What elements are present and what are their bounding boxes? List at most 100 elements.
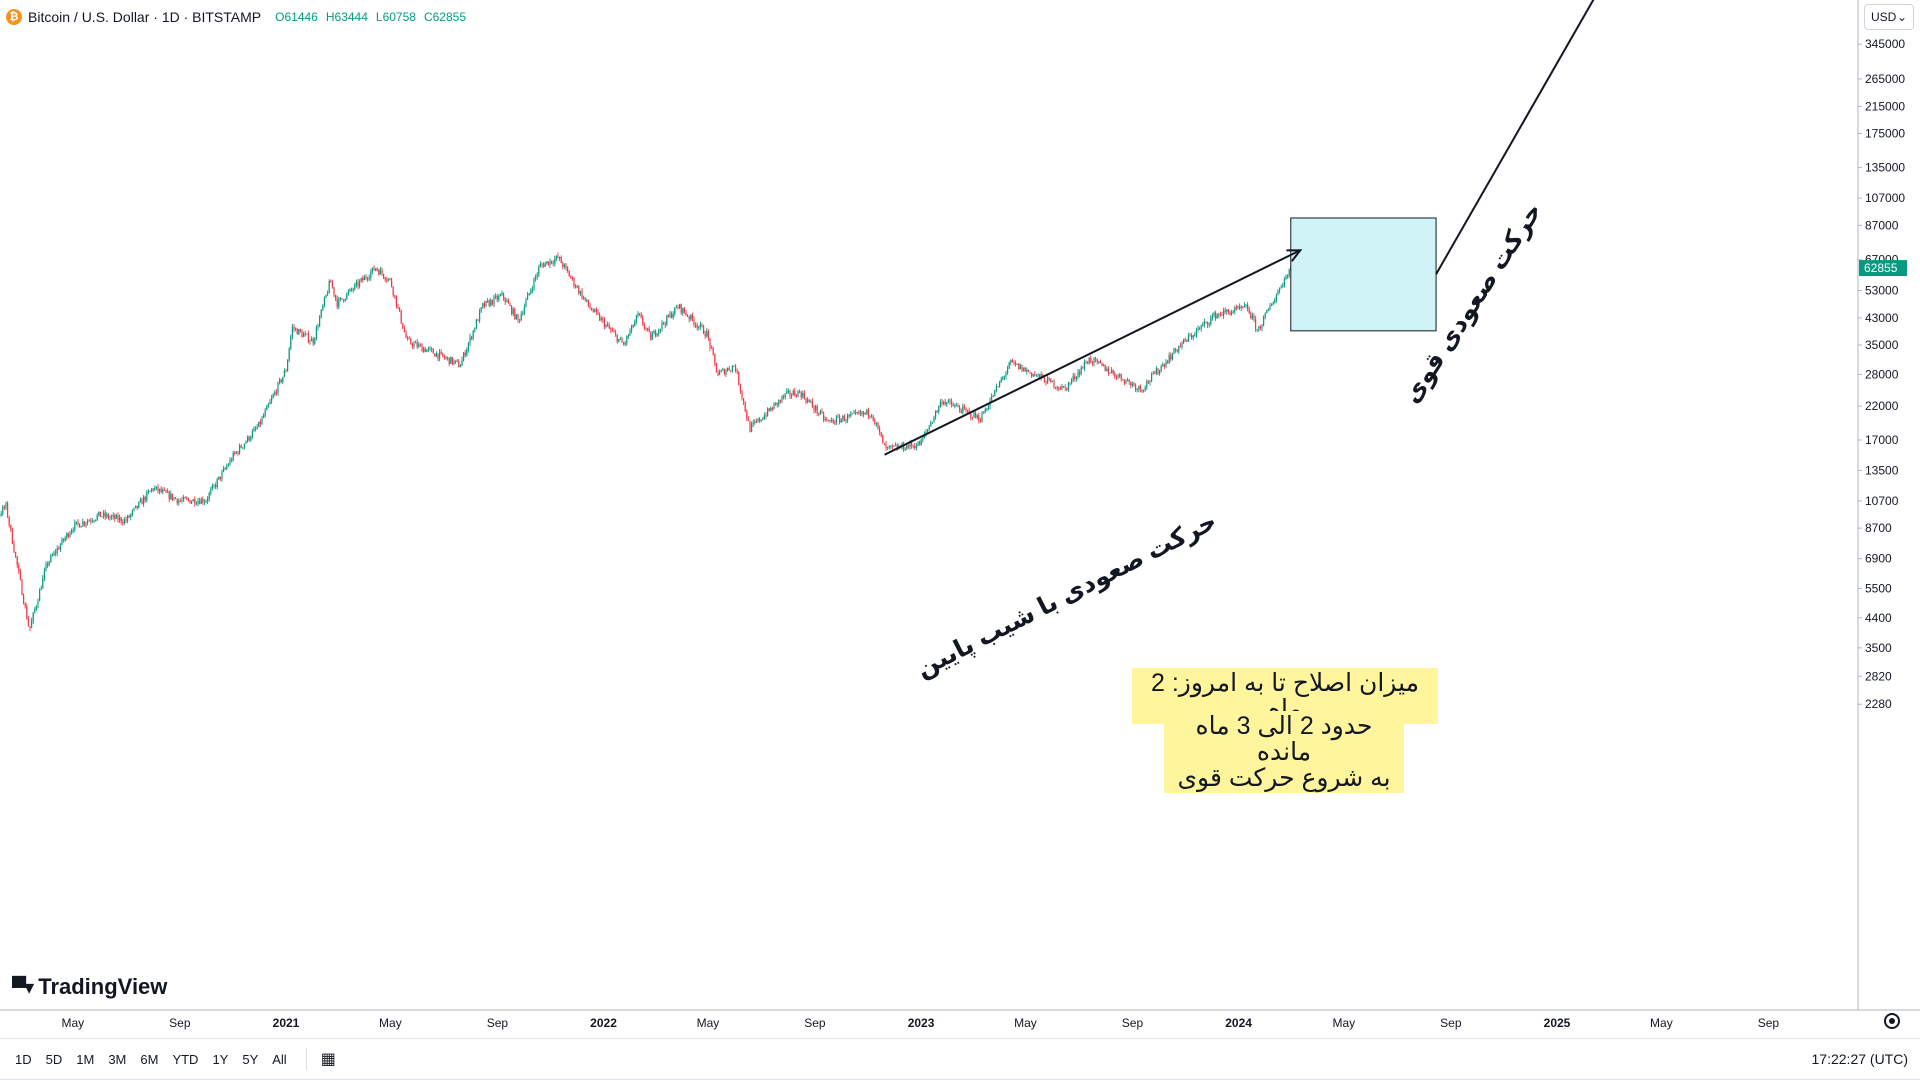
range-button-all[interactable]: All xyxy=(272,1051,287,1067)
candle-body xyxy=(190,501,193,504)
candle-body xyxy=(1189,335,1191,337)
candle-body xyxy=(362,278,364,281)
candle-body xyxy=(1269,305,1271,310)
candle-body xyxy=(573,277,575,286)
candle-body xyxy=(565,264,567,268)
candle-body xyxy=(1011,360,1013,363)
candle-body xyxy=(283,370,285,377)
candle-body xyxy=(299,329,301,332)
candle-body xyxy=(51,555,53,557)
tradingview-logo[interactable]: ▀▾ TradingView xyxy=(12,974,167,1000)
candle-body xyxy=(654,330,657,336)
candle-body xyxy=(264,410,266,416)
candle-body xyxy=(222,468,225,472)
candle-body xyxy=(706,331,708,337)
utc-clock[interactable]: 17:22:27 (UTC) xyxy=(1811,1051,1908,1067)
candle-body xyxy=(1043,377,1045,383)
candle-body xyxy=(1014,362,1017,365)
candle-body xyxy=(699,324,701,327)
candle-body xyxy=(1115,376,1117,378)
candle-body xyxy=(195,503,197,505)
candle-body xyxy=(466,349,468,356)
candle-body xyxy=(800,392,802,398)
remaining-note[interactable]: حدود 2 الی 3 ماه مانده به شروع حرکت قوی xyxy=(1164,711,1404,793)
range-button-5d[interactable]: 5D xyxy=(45,1051,63,1067)
slow-trend-arrow-head xyxy=(1286,249,1303,262)
candle-body xyxy=(626,335,628,343)
candle-body xyxy=(286,360,289,372)
candle-body xyxy=(266,405,268,411)
candle-body xyxy=(1090,357,1092,363)
candle-body xyxy=(320,309,322,318)
candle-body xyxy=(701,324,703,327)
candle-body xyxy=(744,402,746,412)
candle-body xyxy=(1008,362,1010,369)
candle-body xyxy=(170,493,172,500)
candle-body xyxy=(200,498,202,504)
range-button-1d[interactable]: 1D xyxy=(15,1051,32,1067)
currency-select[interactable]: USD ⌄ xyxy=(1864,4,1914,30)
candle-body xyxy=(984,409,986,414)
candle-body xyxy=(181,499,183,501)
symbol-title[interactable]: Bitcoin / U.S. Dollar · 1D · BITSTAMP xyxy=(28,9,262,25)
candle-body xyxy=(1098,361,1100,363)
candle-body xyxy=(410,338,412,344)
range-button-ytd[interactable]: YTD xyxy=(172,1051,199,1067)
candle-body xyxy=(149,490,151,492)
candle-body xyxy=(1086,363,1089,365)
candle-body xyxy=(1266,309,1268,314)
candle-body xyxy=(1264,313,1266,318)
range-button-1y[interactable]: 1Y xyxy=(212,1051,229,1067)
candle-body xyxy=(214,485,217,487)
candle-body xyxy=(814,406,817,411)
candle-body xyxy=(1048,377,1050,379)
candle-body xyxy=(1234,307,1236,312)
candle-body xyxy=(1168,355,1170,364)
candle-body xyxy=(550,260,553,263)
candle-body xyxy=(1187,335,1189,342)
range-button-1m[interactable]: 1M xyxy=(76,1051,95,1067)
candle-body xyxy=(1123,380,1125,384)
candle-body xyxy=(1118,373,1121,376)
candle-body xyxy=(88,520,90,522)
candle-body xyxy=(448,357,450,364)
candle-body xyxy=(995,386,997,390)
range-button-5y[interactable]: 5Y xyxy=(242,1051,259,1067)
candle-body xyxy=(440,351,442,353)
candle-body xyxy=(349,288,351,292)
candle-body xyxy=(718,371,721,376)
candle-body xyxy=(832,419,834,423)
candle-body xyxy=(322,305,324,310)
candle-body xyxy=(510,305,513,314)
candle-body xyxy=(736,371,738,373)
candle-body xyxy=(619,338,621,340)
candle-body xyxy=(834,422,836,424)
candle-body xyxy=(1280,287,1282,289)
candle-body xyxy=(922,437,924,440)
candle-body xyxy=(32,612,34,621)
low-value: 60758 xyxy=(382,10,416,24)
candle-body xyxy=(842,416,844,420)
candle-body xyxy=(202,498,204,503)
range-button-6m[interactable]: 6M xyxy=(140,1051,159,1067)
candle-body xyxy=(1133,383,1135,386)
candle-body xyxy=(776,402,778,405)
calendar-goto-icon[interactable]: ▦ xyxy=(320,1051,336,1068)
candle-body xyxy=(1085,362,1087,364)
candle-body xyxy=(874,419,876,424)
candle-body xyxy=(59,544,61,550)
candle-body xyxy=(928,426,930,430)
candle-body xyxy=(789,390,791,396)
candle-body xyxy=(822,413,825,420)
candle-body xyxy=(517,314,519,320)
range-button-3m[interactable]: 3M xyxy=(108,1051,127,1067)
candle-body xyxy=(114,515,116,519)
logo-text: TradingView xyxy=(38,974,168,999)
candle-body xyxy=(890,445,892,447)
settings-gear-icon[interactable] xyxy=(1884,1013,1900,1029)
candle-body xyxy=(496,296,498,300)
price-tick-label: 17000 xyxy=(1865,433,1899,447)
candle-body xyxy=(302,334,305,337)
candle-body xyxy=(1066,387,1068,390)
